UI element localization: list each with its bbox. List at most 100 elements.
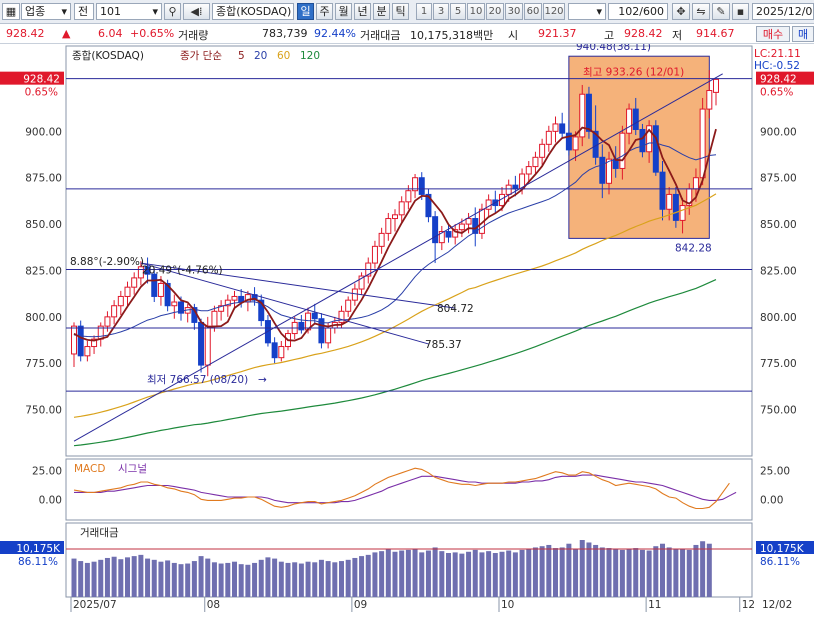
market-select[interactable]: 전 — [74, 3, 94, 20]
minute-button-120[interactable]: 120 — [543, 3, 565, 20]
minute-button-1[interactable]: 1 — [416, 3, 432, 20]
pencil-icon[interactable]: ✎ — [712, 3, 730, 20]
candle — [659, 171, 666, 210]
amount-bar — [573, 548, 579, 597]
open-value: 921.37 — [538, 27, 577, 40]
trend-line[interactable] — [140, 262, 456, 309]
high-label: 고 — [604, 29, 615, 42]
minute-button-60[interactable]: 60 — [524, 3, 542, 20]
candle — [351, 288, 358, 301]
candle — [512, 184, 519, 190]
period-button-4[interactable]: 분 — [373, 3, 390, 20]
save-icon[interactable]: ▪ — [732, 3, 749, 20]
macd-y-tick-right: 25.00 — [760, 466, 790, 478]
grid-menu-icon[interactable]: ▦ — [2, 3, 20, 20]
minute-button-20[interactable]: 20 — [486, 3, 504, 20]
minute-button-3[interactable]: 3 — [433, 3, 449, 20]
amount-bar — [626, 548, 632, 597]
volume-value: 783,739 — [262, 27, 308, 40]
period-button-1[interactable]: 주 — [316, 3, 333, 20]
amount-bar — [232, 561, 237, 597]
amount-label: 거래대금 — [360, 29, 401, 42]
candle — [545, 130, 552, 145]
name-value: 종합(KOSDAQ) — [216, 5, 292, 18]
up-arrow-icon: ▲ — [62, 27, 71, 40]
volume-ratio: 92.44% — [314, 27, 356, 40]
count-value: 102/600 — [618, 5, 664, 18]
amount-bar — [372, 552, 378, 597]
minute-button-30[interactable]: 30 — [505, 3, 523, 20]
candle — [692, 177, 699, 190]
signal-line — [74, 474, 737, 504]
amount-bar — [399, 550, 405, 597]
trend-line[interactable] — [140, 262, 429, 345]
amount-bar — [145, 558, 151, 597]
amount-bar — [499, 551, 505, 597]
y-tick-left: 750.00 — [25, 405, 62, 417]
amount-bar — [71, 558, 77, 597]
amount-bar — [666, 547, 672, 597]
name-field[interactable]: 종합(KOSDAQ) — [212, 3, 294, 20]
x-tick-label: 10 — [501, 599, 514, 611]
amount-tag-right-text: 10,175K — [760, 543, 805, 555]
amount-bar — [680, 549, 686, 597]
speaker-icon[interactable]: ◀⁞ — [183, 3, 210, 20]
code-input[interactable]: 101 ▾ — [96, 3, 162, 20]
candle — [84, 346, 91, 357]
chevron-down-icon: ▾ — [61, 5, 67, 18]
category-select[interactable]: 업종 ▾ — [21, 3, 71, 20]
candle — [338, 310, 345, 323]
amount-bar — [506, 550, 512, 597]
dropdown-field[interactable]: ▾ — [568, 3, 606, 20]
chart-canvas[interactable]: 900.00 900.00 875.00 875.00 850.00 850.00 825.… — [0, 44, 814, 617]
change-value: 6.04 — [98, 27, 123, 40]
ma-legend-5: 5 — [238, 50, 245, 62]
y-tick-right: 800.00 — [760, 312, 797, 324]
move-icon[interactable]: ✥ — [672, 3, 690, 20]
candle — [298, 321, 305, 331]
amount-bar — [292, 562, 298, 597]
date-field[interactable]: 2025/12/02 — [752, 3, 814, 20]
period-button-0[interactable]: 일 — [297, 3, 314, 20]
minute-button-10[interactable]: 10 — [467, 3, 485, 20]
candle — [77, 325, 84, 357]
amount-bar — [673, 548, 679, 597]
amount-bar — [318, 559, 324, 597]
amount-bar — [258, 559, 264, 597]
candle — [699, 108, 706, 179]
period-button-5[interactable]: 틱 — [392, 3, 409, 20]
candle — [204, 325, 211, 366]
y-tick-right: 850.00 — [760, 219, 797, 231]
buy-button[interactable]: 매수 — [756, 26, 790, 42]
price-tag-left-text: 928.42 — [23, 74, 60, 86]
trend-line[interactable] — [73, 73, 723, 442]
amount-bar — [452, 552, 458, 597]
candle — [164, 282, 171, 307]
amount-bar — [633, 548, 639, 597]
y-tick-right: 875.00 — [760, 173, 797, 185]
amount-value: 10,175,318백만 — [410, 29, 494, 42]
candle — [452, 229, 459, 238]
amount-bar — [285, 562, 291, 597]
ma20-line — [73, 142, 717, 338]
lc-label: LC:21.11 — [754, 48, 801, 60]
sell-button[interactable]: 매도 — [792, 26, 814, 42]
amount-bar — [392, 551, 398, 597]
amount-bar — [706, 543, 712, 597]
minute-button-5[interactable]: 5 — [450, 3, 466, 20]
candle — [345, 299, 352, 312]
chart-settings-icon[interactable]: ⇋ — [692, 3, 710, 20]
amount-bar — [486, 551, 492, 597]
search-icon[interactable]: ⚲ — [164, 3, 181, 20]
candle — [539, 143, 546, 158]
count-field[interactable]: 102/600 — [608, 3, 668, 20]
candle — [418, 177, 425, 195]
period-button-2[interactable]: 월 — [335, 3, 352, 20]
candle — [445, 231, 452, 238]
y-tick-left: 825.00 — [25, 265, 62, 277]
period-button-3[interactable]: 년 — [354, 3, 371, 20]
candle — [358, 275, 365, 290]
y-tick-right: 825.00 — [760, 265, 797, 277]
amount-bar — [472, 549, 478, 597]
y-tick-left: 850.00 — [25, 219, 62, 231]
